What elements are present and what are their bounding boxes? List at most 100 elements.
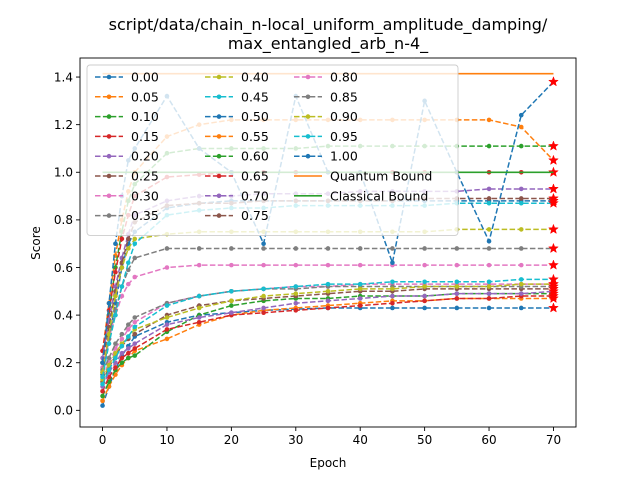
x-tick-label: 40 xyxy=(353,433,368,447)
data-point xyxy=(126,350,131,356)
legend-entry: 0.05 xyxy=(95,89,159,104)
legend-entry: 0.15 xyxy=(95,129,159,144)
data-point xyxy=(100,388,105,394)
x-tick-label: 30 xyxy=(288,433,303,447)
legend-label: 0.25 xyxy=(131,169,159,184)
y-tick-label: 1.4 xyxy=(54,70,73,84)
data-point xyxy=(486,196,492,201)
data-point xyxy=(454,291,460,296)
data-point xyxy=(164,265,170,270)
y-tick-label: 0.2 xyxy=(54,356,73,370)
axes: 0 10 20 30 40 50 60 70 0.0 0.2 0.4 0.6 0.8 1.0 1.2 1.4 xyxy=(54,57,577,447)
legend-entry: Quantum Bound xyxy=(294,169,432,184)
data-point xyxy=(196,315,202,320)
data-point xyxy=(126,355,131,361)
data-point xyxy=(518,262,524,268)
data-point xyxy=(261,262,266,268)
data-point xyxy=(518,246,524,251)
legend-entry: 0.30 xyxy=(95,188,159,203)
data-point xyxy=(325,262,331,268)
data-point xyxy=(132,331,138,337)
data-point xyxy=(325,305,331,311)
legend-entry: 0.20 xyxy=(95,149,159,164)
data-point xyxy=(119,360,125,366)
x-tick-label: 60 xyxy=(481,433,496,447)
legend-label: 0.10 xyxy=(131,109,159,124)
data-point xyxy=(486,284,492,289)
data-point xyxy=(486,143,492,149)
final-star-marker xyxy=(548,154,559,165)
data-point xyxy=(486,186,492,192)
data-point xyxy=(390,260,395,266)
final-star-marker xyxy=(548,273,559,285)
data-point xyxy=(126,246,131,251)
data-point xyxy=(454,296,460,301)
data-point xyxy=(422,305,427,311)
data-point xyxy=(113,365,118,370)
legend-entry: 0.40 xyxy=(205,70,269,85)
legend-label: 0.15 xyxy=(131,129,159,144)
data-point xyxy=(119,331,125,337)
final-star-marker xyxy=(548,183,559,194)
data-point xyxy=(164,327,170,332)
legend-entry: 0.50 xyxy=(205,109,269,124)
data-point xyxy=(422,293,427,299)
data-point xyxy=(119,236,125,242)
data-point xyxy=(196,305,202,311)
data-point xyxy=(325,281,331,287)
data-point xyxy=(454,279,460,285)
data-point xyxy=(229,289,234,294)
legend-entry: 0.75 xyxy=(205,208,269,223)
chart-title: script/data/chain_n-local_uniform_amplit… xyxy=(109,15,548,54)
data-point xyxy=(126,346,131,351)
data-point xyxy=(293,291,299,296)
legend-entry: 0.70 xyxy=(205,188,269,203)
data-point xyxy=(518,143,524,149)
data-point xyxy=(132,274,138,280)
data-point xyxy=(132,315,138,320)
data-point xyxy=(119,343,125,349)
data-point xyxy=(390,293,395,299)
data-point xyxy=(132,255,138,261)
data-point xyxy=(518,291,524,296)
legend-label: 0.55 xyxy=(241,129,269,144)
legend-entry: 0.10 xyxy=(95,109,159,124)
data-point xyxy=(357,262,363,268)
data-point xyxy=(454,262,460,268)
data-point xyxy=(229,262,234,268)
data-point xyxy=(390,286,395,292)
legend-label: 0.95 xyxy=(330,129,358,144)
legend-label: 0.70 xyxy=(241,188,269,203)
data-point xyxy=(357,281,363,287)
data-point xyxy=(422,279,427,285)
legend-label: 1.00 xyxy=(330,149,358,164)
data-point xyxy=(518,196,524,201)
data-point xyxy=(261,286,266,292)
legend-entry: 0.35 xyxy=(95,208,159,223)
legend-label: 0.65 xyxy=(241,169,269,184)
legend-label: 0.75 xyxy=(241,208,269,223)
x-tick-label: 0 xyxy=(99,433,107,447)
data-point xyxy=(486,305,492,311)
legend-label: 0.85 xyxy=(330,89,358,104)
data-point xyxy=(132,341,138,346)
data-point xyxy=(126,327,131,332)
final-star-marker xyxy=(548,290,559,301)
data-point xyxy=(422,298,427,304)
data-point xyxy=(357,246,363,251)
legend-entry: 1.00 xyxy=(294,149,358,164)
data-point xyxy=(518,124,524,130)
data-point xyxy=(357,286,363,292)
data-point xyxy=(229,246,234,251)
legend-label: 0.05 xyxy=(131,89,159,104)
final-star-marker xyxy=(548,166,559,177)
legend-label: 0.80 xyxy=(330,70,358,85)
data-point xyxy=(357,296,363,301)
data-point xyxy=(293,246,299,251)
data-point xyxy=(119,350,125,356)
data-point xyxy=(357,303,363,308)
data-point xyxy=(106,300,112,306)
legend-box xyxy=(86,64,459,236)
